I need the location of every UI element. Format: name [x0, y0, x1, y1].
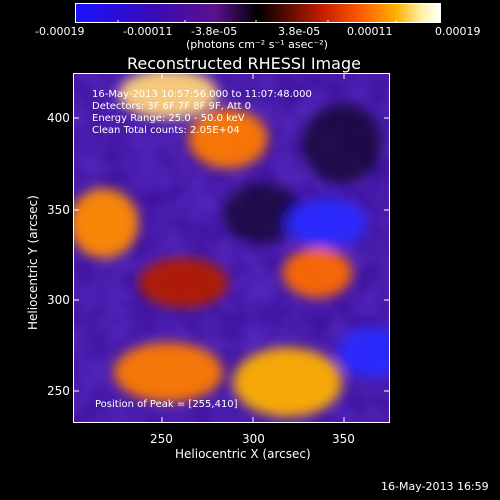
x-tick-label: 250 — [150, 432, 173, 446]
y-tick-label: 250 — [47, 384, 70, 398]
overlay-time-range: 16-May-2013 10:57:56.000 to 11:07:48.000 — [92, 89, 312, 100]
y-axis-title: Heliocentric Y (arcsec) — [26, 195, 40, 330]
overlay-detectors: Detectors: 3F 6F 7F 8F 9F, Att 0 — [92, 101, 252, 112]
image-panel — [73, 73, 390, 423]
colorbar — [75, 3, 441, 23]
plot-title: Reconstructed RHESSI Image — [127, 54, 361, 73]
colorbar-tick-label: 3.8e-05 — [278, 25, 321, 38]
x-axis-title: Heliocentric X (arcsec) — [175, 447, 311, 461]
colorbar-ticks — [117, 20, 397, 23]
colorbar-tick-label: -0.00011 — [123, 25, 173, 38]
y-tick-label: 300 — [47, 293, 70, 307]
colorbar-tick-label: -0.00019 — [35, 25, 85, 38]
rhessi-image — [74, 74, 389, 422]
x-tick-label: 300 — [242, 432, 265, 446]
colorbar-units: (photons cm⁻² s⁻¹ asec⁻²) — [186, 38, 328, 51]
peak-position: Position of Peak = [255,410] — [95, 399, 238, 410]
colorbar-tick-label: 0.00019 — [435, 25, 481, 38]
overlay-energy: Energy Range: 25.0 - 50.0 keV — [92, 113, 245, 124]
y-tick-label: 350 — [47, 203, 70, 217]
x-tick-label: 350 — [332, 432, 355, 446]
y-tick-label: 400 — [47, 111, 70, 125]
footer-timestamp: 16-May-2013 16:59 — [381, 480, 489, 493]
overlay-clean-counts: Clean Total counts: 2.05E+04 — [92, 125, 240, 136]
colorbar-tick-label: 0.00011 — [347, 25, 393, 38]
colorbar-tick-label: -3.8e-05 — [191, 25, 238, 38]
